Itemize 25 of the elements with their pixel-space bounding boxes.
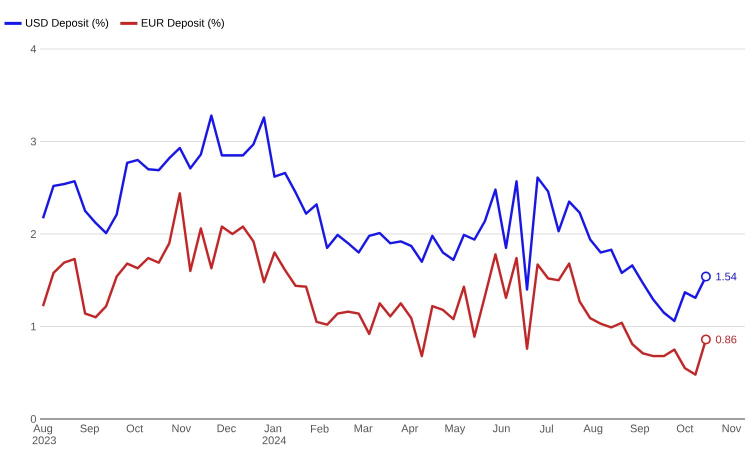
y-tick-label: 4 xyxy=(30,45,36,53)
x-tick-label: Nov xyxy=(722,424,742,432)
x-tick-label: Aug 2023 xyxy=(32,424,56,444)
x-tick-label: Sep xyxy=(80,424,99,434)
x-tick-label: Apr xyxy=(401,424,418,434)
y-tick-label: 3 xyxy=(30,138,36,146)
data-label: 0.86 xyxy=(716,336,736,344)
y-tick-label: 1 xyxy=(31,322,36,330)
x-tick-label: Aug xyxy=(583,424,602,434)
y-tick-label: 2 xyxy=(30,230,36,238)
x-tick-label: Jan 2024 xyxy=(262,424,286,444)
data-label: 1.54 xyxy=(716,272,737,280)
x-tick-label: Jun xyxy=(492,424,510,432)
x-tick-label: Nov xyxy=(172,424,192,432)
x-tick-label: Sep xyxy=(630,424,650,434)
y-tick-label: 0 xyxy=(30,415,36,423)
x-tick-label: Jul xyxy=(540,424,553,433)
x-tick-label: May xyxy=(445,424,466,434)
legend-label: EUR Deposit (%) xyxy=(142,18,224,29)
x-tick-label: Oct xyxy=(676,424,694,432)
legend-label: USD Deposit (%) xyxy=(26,18,108,29)
x-tick-label: Oct xyxy=(126,424,144,432)
x-tick-label: Feb xyxy=(311,424,329,433)
x-tick-label: Dec xyxy=(218,424,236,432)
x-tick-label: Mar xyxy=(354,424,372,432)
